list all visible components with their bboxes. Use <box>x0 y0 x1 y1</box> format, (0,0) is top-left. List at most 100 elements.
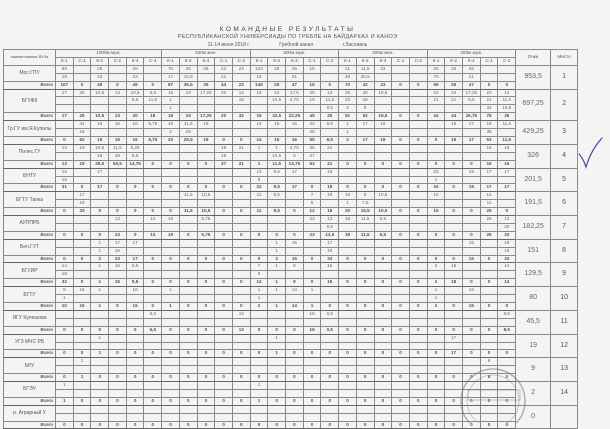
score-cell: 10,5 <box>125 88 145 98</box>
score-cell <box>426 388 446 398</box>
team-total-row: Всего 0 0 1 0 0 0 0 0 0 0 0 0 1 0 0 0 0 0 0 0 0 0 17 0 0 0 <box>3 349 578 359</box>
score-cell <box>444 317 464 327</box>
score-cell <box>479 294 499 303</box>
total-cell: 0 <box>231 183 251 193</box>
team-place <box>550 404 579 429</box>
score-cell: 36 <box>302 143 322 153</box>
score-cell <box>373 246 393 256</box>
score-cell: 23 <box>338 96 357 106</box>
team-name: АУППРБ <box>3 215 56 232</box>
score-cell: 14 <box>285 286 304 296</box>
score-cell: 70 <box>161 64 180 74</box>
score-cell: 16 <box>320 246 340 256</box>
score-cell <box>302 412 322 422</box>
team-detail-row <box>4 317 578 327</box>
score-cell <box>72 317 92 327</box>
score-cell <box>161 294 180 303</box>
score-cell: 35 <box>479 128 499 137</box>
score-cell <box>462 222 481 232</box>
score-cell: 23 <box>426 88 446 98</box>
score-cell <box>231 381 251 390</box>
score-cell <box>55 404 74 414</box>
total-cell: 0 <box>408 349 428 359</box>
score-cell <box>267 175 287 185</box>
score-cell: 11,5 <box>497 120 517 130</box>
score-cell <box>231 270 251 280</box>
score-cell <box>302 72 322 82</box>
score-cell <box>338 309 357 319</box>
team-place: 8 <box>550 238 579 264</box>
score-cell: 5,75 <box>143 120 163 130</box>
total-cell: 0 <box>231 207 251 217</box>
score-cell: 20 <box>497 222 517 232</box>
score-cell <box>72 96 92 106</box>
score-cell: 21 <box>444 96 464 106</box>
score-cell: 16 <box>108 246 127 256</box>
total-cell: 1 <box>90 278 110 288</box>
score-cell <box>338 365 357 375</box>
total-cell: 0 <box>214 254 233 264</box>
total-cell: 0 <box>320 349 340 359</box>
results-table: наименование ВУЗа 1000м муж. 500м жен. 500м… <box>3 49 579 429</box>
total-cell: 0 <box>408 112 428 122</box>
total-cell: 0 <box>161 420 180 429</box>
score-cell <box>196 151 216 161</box>
score-cell <box>355 357 375 367</box>
score-cell <box>373 238 393 248</box>
score-cell <box>125 381 145 390</box>
score-cell: 15 <box>497 246 517 256</box>
total-cell: 19,5 <box>373 112 393 122</box>
score-cell <box>338 238 357 248</box>
total-cell: 0 <box>90 325 110 335</box>
score-cell <box>90 175 110 185</box>
score-cell: 9,5 <box>267 167 287 177</box>
score-cell <box>108 381 127 390</box>
score-cell <box>161 191 180 201</box>
score-cell <box>320 381 340 390</box>
score-cell <box>373 294 393 303</box>
score-cell <box>426 104 446 114</box>
score-cell <box>161 199 180 209</box>
score-cell <box>302 333 322 343</box>
score-cell <box>355 262 375 272</box>
boat-class-header: К-2 <box>355 56 375 66</box>
team-place: 2 <box>550 88 579 122</box>
score-cell <box>355 286 375 296</box>
score-cell <box>320 317 340 327</box>
score-cell <box>178 246 198 256</box>
score-cell: 23 <box>125 72 145 82</box>
score-cell: 10,5 <box>196 191 216 201</box>
score-cell: 18 <box>320 191 340 201</box>
total-cell: 0 <box>161 159 180 169</box>
total-cell: 11,5 <box>355 230 375 240</box>
score-cell <box>196 388 216 398</box>
score-cell <box>90 412 110 422</box>
total-cell: 6,5 <box>143 325 163 335</box>
boat-class-header: С-1 <box>479 56 499 66</box>
score-cell: 15 <box>320 262 340 272</box>
score-cell <box>72 388 92 398</box>
score-cell <box>444 191 464 201</box>
score-cell <box>125 167 145 177</box>
score-cell <box>90 128 110 137</box>
checkmark-icon <box>578 137 603 170</box>
total-cell: 0 <box>90 420 110 429</box>
score-cell <box>373 151 393 161</box>
score-cell: 1 <box>302 286 322 296</box>
score-cell <box>231 294 251 303</box>
score-cell <box>178 262 198 272</box>
total-cell: 0 <box>214 207 233 217</box>
score-cell <box>125 104 145 114</box>
score-cell <box>143 238 163 248</box>
total-cell: 0 <box>408 135 428 145</box>
score-cell <box>249 246 269 256</box>
total-cell: 0 <box>72 325 92 335</box>
total-cell: 2 <box>426 302 446 311</box>
team-place: 11 <box>550 309 579 335</box>
score-cell <box>108 365 127 375</box>
total-cell: 36,5 <box>178 80 198 90</box>
team-name: р. Аграрный У <box>3 404 56 422</box>
total-cell: 0 <box>267 230 287 240</box>
score-cell <box>373 333 393 343</box>
score-cell <box>108 341 127 351</box>
